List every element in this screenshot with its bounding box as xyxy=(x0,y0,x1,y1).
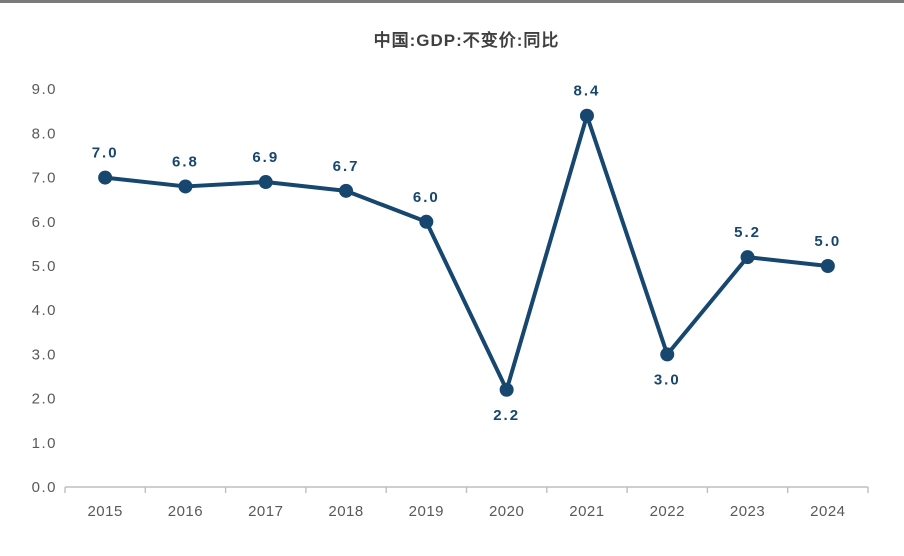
y-axis-tick-label: 6.0 xyxy=(32,214,57,231)
x-axis-label: 2021 xyxy=(569,503,604,520)
data-point-label: 6.0 xyxy=(413,189,440,206)
data-point-label: 8.4 xyxy=(574,83,601,100)
y-axis-tick-label: 0.0 xyxy=(32,479,57,496)
data-point xyxy=(98,170,113,185)
x-axis-label: 2015 xyxy=(87,503,122,520)
x-axis-label: 2018 xyxy=(328,503,363,520)
x-axis-label: 2024 xyxy=(810,503,845,520)
data-point-label: 5.2 xyxy=(734,224,761,241)
series-line xyxy=(103,113,830,392)
data-point-label: 6.7 xyxy=(333,158,360,175)
y-axis-tick-label: 3.0 xyxy=(32,346,57,363)
x-axis-label: 2017 xyxy=(248,503,283,520)
data-point xyxy=(660,347,675,362)
data-point xyxy=(579,108,594,123)
x-axis-label: 2019 xyxy=(409,503,444,520)
data-point xyxy=(419,214,434,229)
x-axis-label: 2016 xyxy=(168,503,203,520)
data-point-label: 2.2 xyxy=(493,407,520,424)
top-border-rule xyxy=(0,0,904,3)
y-axis-tick-label: 4.0 xyxy=(32,302,57,319)
data-point xyxy=(258,175,273,190)
data-point xyxy=(740,250,755,265)
chart-title: 中国:GDP:不变价:同比 xyxy=(373,31,560,50)
y-axis-tick-label: 9.0 xyxy=(32,81,57,98)
data-point-label: 6.8 xyxy=(172,153,199,170)
y-axis-tick-label: 7.0 xyxy=(32,170,57,187)
y-axis-tick-label: 2.0 xyxy=(32,391,57,408)
y-axis-tick-label: 1.0 xyxy=(32,435,57,452)
x-axis-label: 2020 xyxy=(489,503,524,520)
data-point xyxy=(820,259,835,273)
y-axis-tick-label: 5.0 xyxy=(32,258,57,275)
data-point xyxy=(178,179,193,194)
y-axis-tick-label: 8.0 xyxy=(32,125,57,142)
data-point-label: 3.0 xyxy=(654,371,681,388)
data-point-label: 6.9 xyxy=(252,149,279,166)
x-axis-label: 2023 xyxy=(730,503,765,520)
data-point xyxy=(499,382,514,397)
x-axis-label: 2022 xyxy=(650,503,685,520)
data-point-label: 7.0 xyxy=(92,145,119,162)
data-point-label: 5.0 xyxy=(814,233,841,250)
data-point xyxy=(339,183,354,198)
